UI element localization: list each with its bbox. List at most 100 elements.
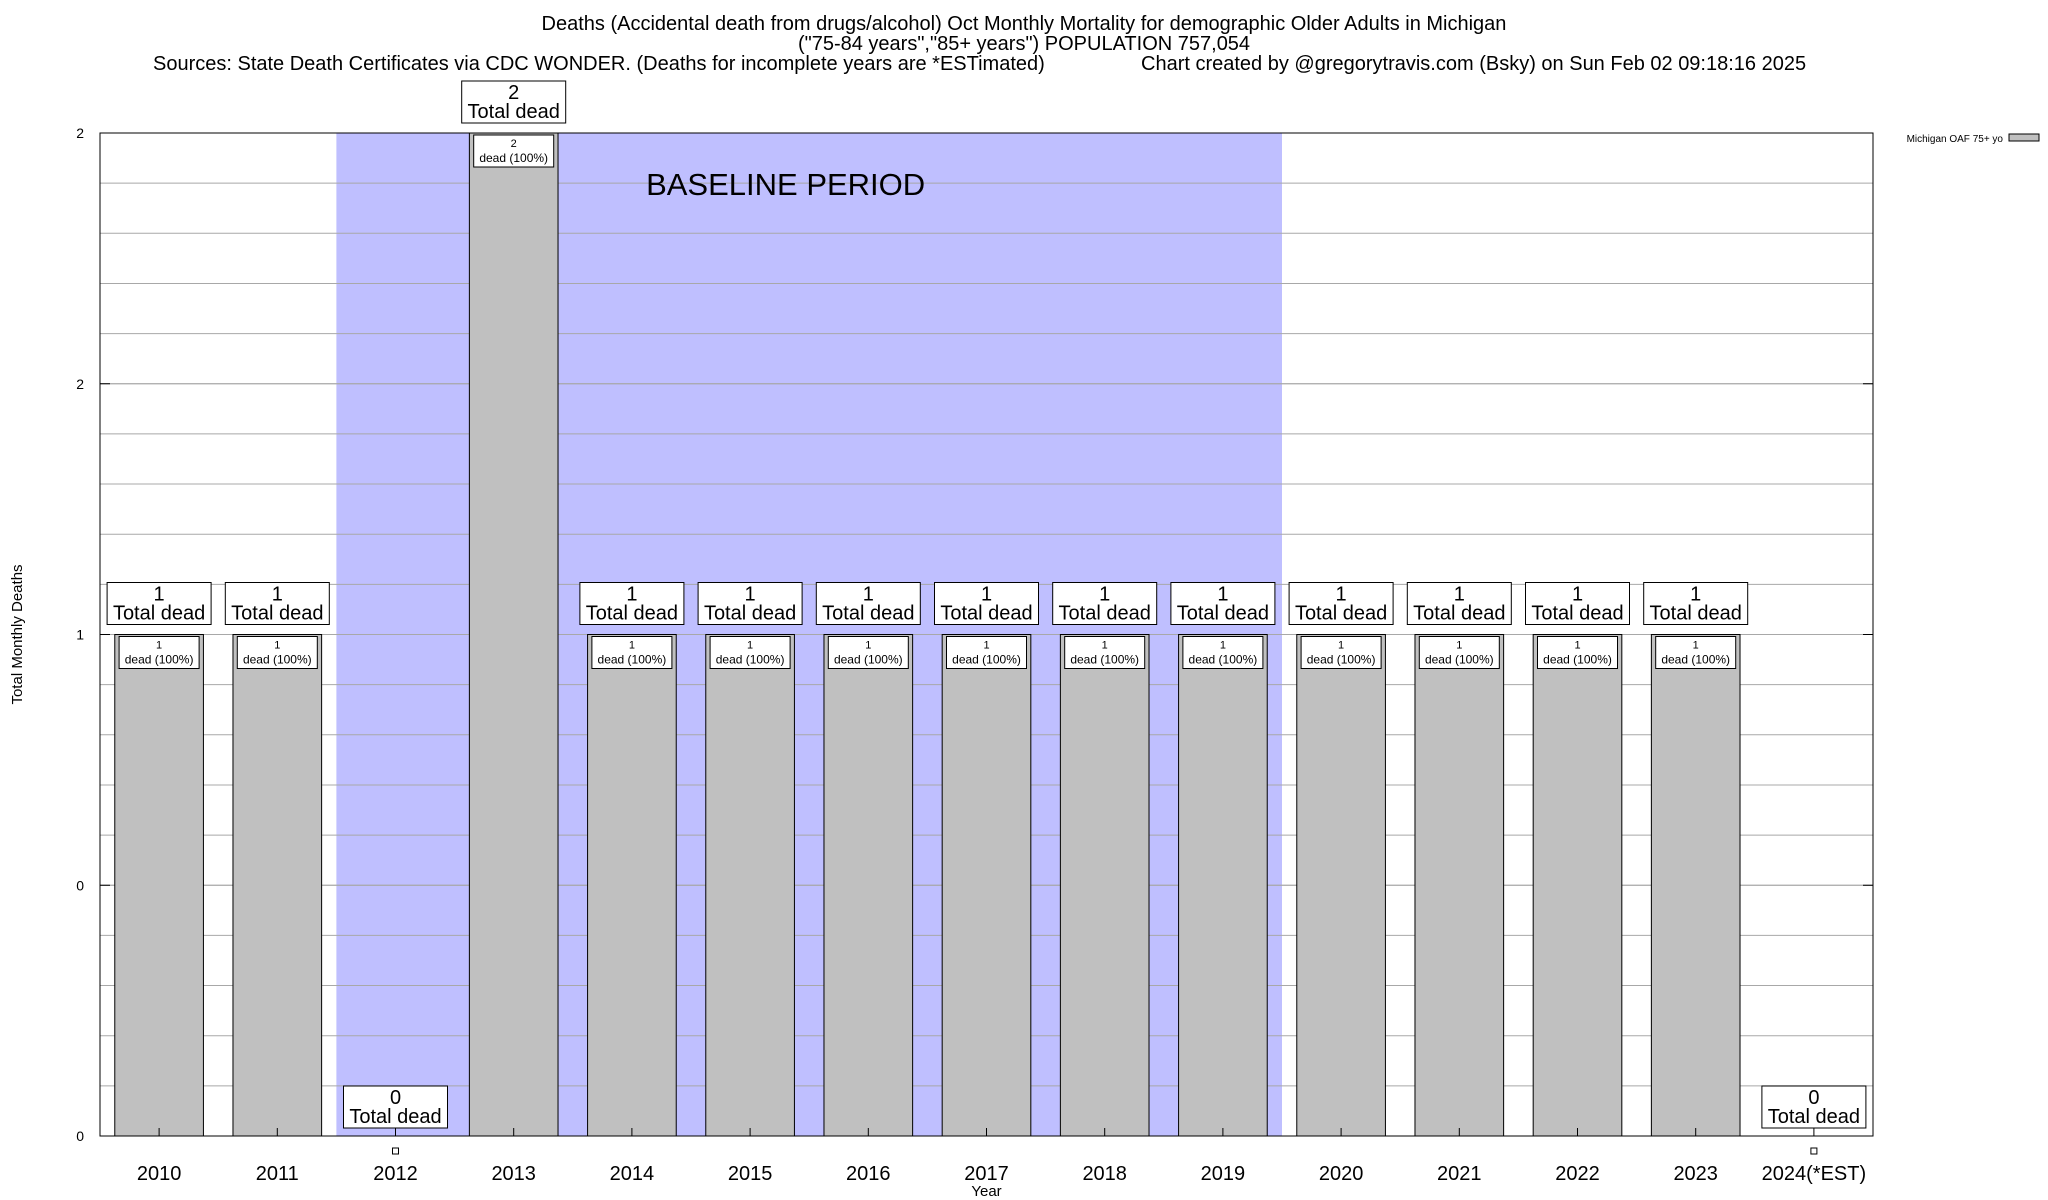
total-label-box bbox=[1288, 582, 1394, 625]
y-tick-label: 2 bbox=[76, 125, 84, 141]
bar-value-label: 1 bbox=[156, 640, 162, 652]
bar-2018 bbox=[1059, 634, 1150, 1137]
total-dead-label: Total dead bbox=[1177, 603, 1269, 625]
bar-2023 bbox=[1650, 634, 1741, 1137]
bar-percent-label: dead (100%) bbox=[1189, 653, 1258, 667]
bar-2020 bbox=[1296, 634, 1386, 1137]
zero-marker-2012 bbox=[392, 1147, 399, 1155]
chart-credit: Chart created by @gregorytravis.com (Bsk… bbox=[1141, 53, 1807, 75]
total-dead-label: Total dead bbox=[113, 603, 205, 625]
bar-label-box bbox=[1300, 636, 1382, 669]
total-dead-label: Total dead bbox=[231, 603, 323, 625]
bar-value-label: 1 bbox=[1102, 640, 1108, 652]
x-tick-label: 2023 bbox=[1673, 1163, 1718, 1185]
plot-frame bbox=[99, 132, 1874, 1137]
bar-value-label: 1 bbox=[1220, 640, 1226, 652]
bar-percent-label: dead (100%) bbox=[1661, 653, 1730, 667]
bar-label-box bbox=[1418, 636, 1500, 669]
bar-label-box bbox=[946, 636, 1027, 669]
total-value-label: 0 bbox=[1808, 1087, 1819, 1109]
x-tick-label: 2018 bbox=[1082, 1163, 1127, 1185]
total-value-label: 1 bbox=[745, 584, 756, 606]
bar-label-box bbox=[1537, 636, 1618, 669]
total-dead-label: Total dead bbox=[1768, 1106, 1860, 1128]
x-axis-label: Year bbox=[971, 1183, 1001, 1200]
bar-percent-label: dead (100%) bbox=[1307, 653, 1376, 667]
x-tick-label: 2022 bbox=[1555, 1163, 1600, 1185]
bar-value-label: 1 bbox=[1693, 640, 1699, 652]
bar-percent-label: dead (100%) bbox=[716, 653, 785, 667]
bar-label-box bbox=[1064, 636, 1146, 669]
y-axis-label: Total Monthly Deaths bbox=[9, 564, 26, 704]
x-tick-label: 2010 bbox=[137, 1163, 182, 1185]
total-label-box bbox=[697, 582, 803, 625]
total-label-box bbox=[1170, 582, 1276, 625]
bar-percent-label: dead (100%) bbox=[1070, 653, 1139, 667]
bar-value-label: 1 bbox=[865, 640, 871, 652]
total-value-label: 1 bbox=[981, 584, 992, 606]
total-dead-label: Total dead bbox=[940, 603, 1032, 625]
bar-percent-label: dead (100%) bbox=[1543, 653, 1612, 667]
total-label-box bbox=[1406, 582, 1512, 625]
legend-swatch bbox=[2008, 133, 2040, 142]
bar-percent-label: dead (100%) bbox=[598, 653, 667, 667]
total-label-box bbox=[1525, 582, 1630, 625]
total-label-box bbox=[815, 582, 921, 625]
x-tick-label: 2017 bbox=[964, 1163, 1009, 1185]
x-tick-label: 2016 bbox=[846, 1163, 891, 1185]
bar-value-label: 1 bbox=[747, 640, 753, 652]
x-tick-label: 2021 bbox=[1437, 1163, 1482, 1185]
x-tick-label: 2012 bbox=[373, 1163, 418, 1185]
total-label-box bbox=[1643, 582, 1749, 625]
total-value-label: 1 bbox=[1099, 584, 1110, 606]
total-dead-label: Total dead bbox=[822, 603, 914, 625]
bar-2010 bbox=[114, 634, 204, 1137]
bar-2016 bbox=[823, 634, 914, 1137]
bar-2011 bbox=[232, 634, 323, 1137]
bar-value-label: 1 bbox=[1456, 640, 1462, 652]
bar-label-box bbox=[709, 636, 791, 669]
x-tick-label: 2019 bbox=[1201, 1163, 1246, 1185]
total-value-label: 1 bbox=[1690, 584, 1701, 606]
total-label-box bbox=[1761, 1085, 1867, 1129]
total-label-box bbox=[224, 582, 330, 625]
total-value-label: 1 bbox=[863, 584, 874, 606]
total-value-label: 1 bbox=[626, 584, 637, 606]
bar-value-label: 1 bbox=[274, 640, 280, 652]
y-tick-label: 2 bbox=[76, 376, 84, 392]
bar-percent-label: dead (100%) bbox=[952, 653, 1021, 667]
y-tick-label: 1 bbox=[76, 627, 84, 643]
bar-value-label: 2 bbox=[511, 138, 517, 150]
bar-2017 bbox=[941, 634, 1032, 1137]
bar-percent-label: dead (100%) bbox=[1425, 653, 1494, 667]
x-tick-label: 2020 bbox=[1319, 1163, 1364, 1185]
total-dead-label: Total dead bbox=[1059, 603, 1151, 625]
bar-label-box bbox=[827, 636, 909, 669]
bar-label-box bbox=[1182, 636, 1264, 669]
total-dead-label: Total dead bbox=[586, 603, 678, 625]
total-label-box bbox=[934, 582, 1039, 625]
bar-2022 bbox=[1532, 634, 1623, 1137]
total-value-label: 1 bbox=[272, 584, 283, 606]
bar-2021 bbox=[1414, 634, 1505, 1137]
total-value-label: 2 bbox=[508, 82, 519, 104]
total-label-box bbox=[1052, 582, 1158, 625]
total-dead-label: Total dead bbox=[1295, 603, 1387, 625]
bar-label-box bbox=[1655, 636, 1737, 669]
total-label-box bbox=[461, 80, 567, 124]
bar-value-label: 1 bbox=[1338, 640, 1344, 652]
total-value-label: 1 bbox=[1336, 584, 1347, 606]
total-value-label: 1 bbox=[1217, 584, 1228, 606]
bar-value-label: 1 bbox=[983, 640, 989, 652]
bar-2013 bbox=[468, 132, 559, 1137]
bar-label-box bbox=[591, 636, 673, 669]
bar-label-box bbox=[118, 636, 200, 669]
bar-2014 bbox=[587, 634, 677, 1137]
x-tick-label: 2011 bbox=[256, 1163, 299, 1185]
zero-marker-2024(*EST) bbox=[1810, 1147, 1818, 1155]
total-value-label: 0 bbox=[390, 1087, 401, 1109]
total-label-box bbox=[579, 582, 685, 625]
x-tick-label: 2024(*EST) bbox=[1762, 1163, 1867, 1185]
x-tick-label: 2013 bbox=[491, 1163, 536, 1185]
